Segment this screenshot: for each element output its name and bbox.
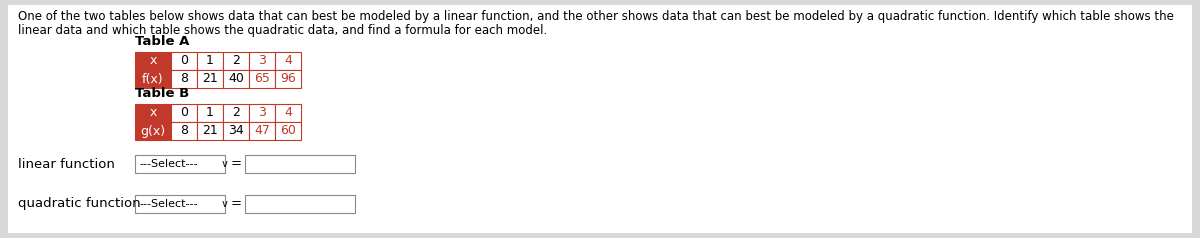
- Bar: [275, 70, 301, 88]
- Text: One of the two tables below shows data that can best be modeled by a linear func: One of the two tables below shows data t…: [18, 10, 1174, 23]
- Bar: [197, 122, 223, 140]
- Bar: [223, 104, 250, 122]
- Bar: [250, 52, 275, 70]
- Text: Table A: Table A: [134, 35, 190, 48]
- Text: 4: 4: [284, 106, 292, 119]
- Bar: [197, 104, 223, 122]
- Bar: [223, 52, 250, 70]
- Text: 21: 21: [202, 73, 218, 85]
- Bar: [134, 70, 172, 88]
- Bar: [223, 70, 250, 88]
- Text: 21: 21: [202, 124, 218, 138]
- Bar: [223, 122, 250, 140]
- Bar: [275, 104, 301, 122]
- Text: 3: 3: [258, 106, 266, 119]
- Text: 96: 96: [280, 73, 296, 85]
- Bar: [134, 122, 172, 140]
- Bar: [275, 122, 301, 140]
- Text: 2: 2: [232, 106, 240, 119]
- Bar: [250, 70, 275, 88]
- Text: 2: 2: [232, 55, 240, 68]
- Text: 60: 60: [280, 124, 296, 138]
- Text: linear function: linear function: [18, 158, 115, 170]
- Text: 4: 4: [284, 55, 292, 68]
- Text: 47: 47: [254, 124, 270, 138]
- Bar: [134, 104, 172, 122]
- Text: x: x: [149, 55, 157, 68]
- Bar: [134, 52, 172, 70]
- Text: 0: 0: [180, 55, 188, 68]
- Text: v: v: [220, 199, 228, 209]
- Text: =: =: [230, 158, 242, 170]
- Bar: [134, 155, 226, 173]
- Text: ---Select---: ---Select---: [139, 199, 198, 209]
- Text: 40: 40: [228, 73, 244, 85]
- Bar: [250, 104, 275, 122]
- Text: ---Select---: ---Select---: [139, 159, 198, 169]
- Text: 1: 1: [206, 106, 214, 119]
- Text: 3: 3: [258, 55, 266, 68]
- Bar: [172, 122, 197, 140]
- Text: f(x): f(x): [142, 73, 164, 85]
- Text: 65: 65: [254, 73, 270, 85]
- Text: quadratic function: quadratic function: [18, 198, 140, 210]
- Text: =: =: [230, 198, 242, 210]
- Text: 1: 1: [206, 55, 214, 68]
- Bar: [197, 70, 223, 88]
- Bar: [172, 52, 197, 70]
- Bar: [172, 104, 197, 122]
- Text: Table B: Table B: [134, 87, 190, 100]
- Text: x: x: [149, 106, 157, 119]
- Text: linear data and which table shows the quadratic data, and find a formula for eac: linear data and which table shows the qu…: [18, 24, 547, 37]
- Text: 34: 34: [228, 124, 244, 138]
- Bar: [245, 155, 355, 173]
- Bar: [197, 52, 223, 70]
- Bar: [245, 195, 355, 213]
- Text: 0: 0: [180, 106, 188, 119]
- Text: g(x): g(x): [140, 124, 166, 138]
- Bar: [134, 195, 226, 213]
- Bar: [250, 122, 275, 140]
- Bar: [275, 52, 301, 70]
- Text: 8: 8: [180, 124, 188, 138]
- Bar: [172, 70, 197, 88]
- Text: v: v: [220, 159, 228, 169]
- Text: 8: 8: [180, 73, 188, 85]
